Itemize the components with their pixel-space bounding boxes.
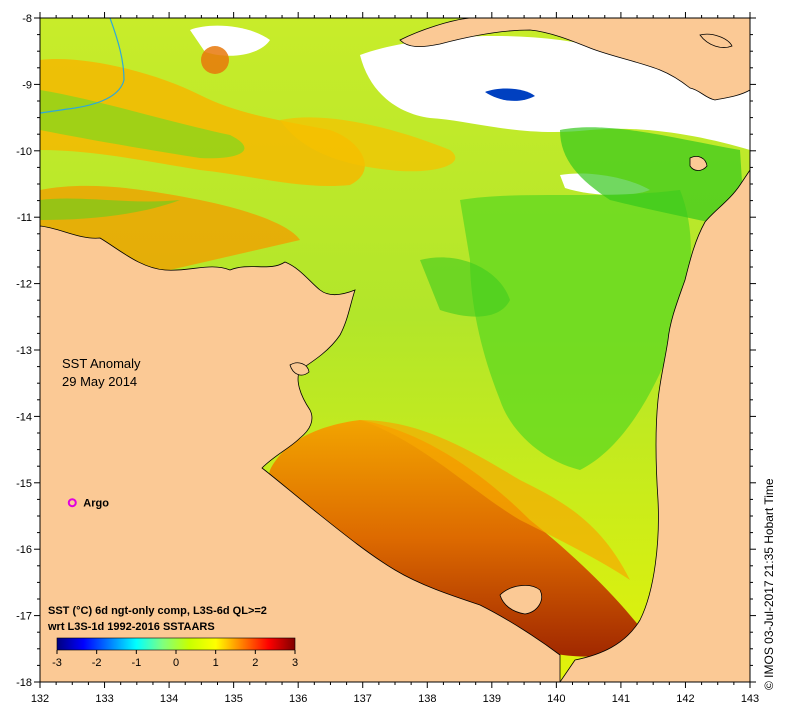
land-new-guinea — [399, 18, 750, 101]
y-axis-tick-label: -9 — [22, 79, 32, 91]
colorbar-tick-label: -3 — [52, 657, 62, 669]
cool-anomaly-area — [40, 198, 180, 220]
colorbar-tick-label: 0 — [173, 657, 179, 669]
y-axis-tick-label: -10 — [16, 146, 32, 158]
map-title: SST Anomaly — [62, 356, 141, 371]
y-axis-tick-label: -13 — [16, 345, 32, 357]
cool-anomaly-area — [40, 90, 245, 159]
argo-label: Argo — [83, 498, 109, 510]
x-axis-tick-label: 143 — [741, 693, 759, 705]
x-axis-tick-label: 132 — [31, 693, 49, 705]
warm-anomaly-region — [360, 420, 630, 580]
y-axis-tick-label: -12 — [16, 279, 32, 291]
warm-anomaly-region — [269, 420, 650, 657]
x-axis-tick-label: 137 — [354, 693, 372, 705]
y-axis-tick-label: -11 — [17, 212, 32, 224]
cool-anomaly-area — [560, 127, 745, 230]
land-island — [499, 585, 542, 615]
colorbar-tick-label: 1 — [213, 657, 219, 669]
legend-line-2: wrt L3S-1d 1992-2016 SSTAARS — [47, 621, 215, 633]
land-island — [689, 156, 708, 171]
x-axis-tick-label: 142 — [676, 693, 694, 705]
x-axis-tick-label: 133 — [95, 693, 113, 705]
colorbar-tick-label: 3 — [292, 657, 298, 669]
x-axis-tick-label: 136 — [289, 693, 307, 705]
axis-ticks: 132 133 134 135 136 137 138 139 140 141 142 143-8-9… — [16, 12, 759, 705]
warm-anomaly-spot — [201, 46, 229, 74]
cool-anomaly-area — [420, 257, 510, 317]
maritime-boundary-line — [40, 18, 125, 114]
y-axis-tick-label: -14 — [16, 411, 32, 423]
land-island — [289, 362, 310, 376]
legend-line-1: SST (°C) 6d ngt-only comp, L3S-6d QL>=2 — [48, 605, 267, 617]
cold-anomaly-spot — [485, 88, 535, 101]
y-axis-tick-label: -8 — [22, 13, 32, 25]
x-axis-tick-label: 140 — [547, 693, 565, 705]
cool-anomaly-area — [460, 190, 691, 470]
warm-anomaly-patch — [40, 59, 365, 187]
land-cape-york — [559, 169, 750, 682]
colorbar — [56, 637, 296, 651]
argo-float-icon — [67, 498, 77, 508]
colorbar-tick-label: -2 — [92, 657, 102, 669]
land-island — [699, 33, 733, 48]
y-axis-tick-label: -15 — [16, 478, 32, 490]
colorbar-tick-label: -1 — [131, 657, 141, 669]
y-axis-tick-label: -17 — [16, 611, 32, 623]
warm-anomaly-patch — [280, 117, 456, 172]
x-axis-tick-label: 134 — [160, 693, 178, 705]
colorbar-tick-label: 2 — [252, 657, 258, 669]
x-axis-tick-label: 135 — [224, 693, 242, 705]
x-axis-tick-label: 141 — [612, 693, 630, 705]
y-axis-tick-label: -18 — [16, 677, 32, 689]
map-field — [40, 18, 750, 682]
map-date: 29 May 2014 — [62, 374, 137, 389]
x-axis-tick-label: 139 — [483, 693, 501, 705]
x-axis-tick-label: 138 — [418, 693, 436, 705]
credit-text: © IMOS 03-Jul-2017 21:35 Hobart Time — [762, 478, 776, 690]
colorbar-ticks: -3 -2 -1 0 1 2 3 — [52, 650, 298, 669]
argo-marker: Argo — [67, 498, 109, 510]
y-axis-tick-label: -16 — [16, 544, 32, 556]
